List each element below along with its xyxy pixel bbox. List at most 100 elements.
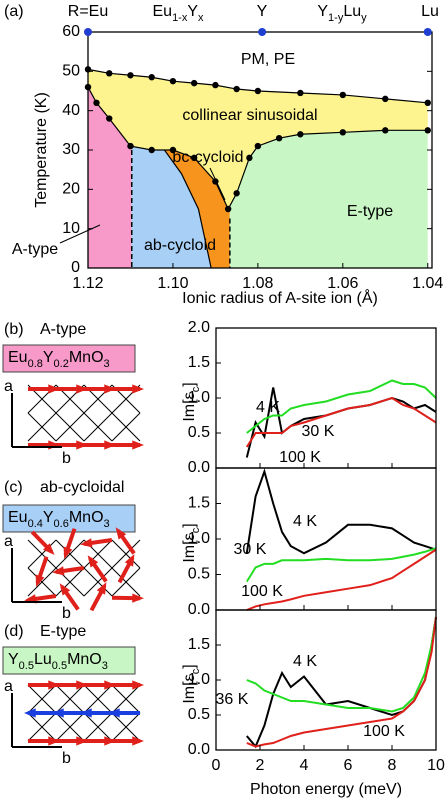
formula-part: 0.5 xyxy=(52,660,67,672)
spin-arrowhead xyxy=(80,538,92,547)
data-point xyxy=(382,127,388,133)
panel-label: (d) xyxy=(4,623,24,640)
formula-part: Eu xyxy=(8,509,28,526)
region-label: bc-cycloid xyxy=(172,149,243,166)
axis-name: b xyxy=(62,750,71,767)
data-point xyxy=(106,115,112,121)
y-tick-label: 50 xyxy=(62,63,80,80)
spin-arrowhead xyxy=(52,708,64,717)
top-label-part: Lu xyxy=(421,3,439,20)
y-tick-label: 0.5 xyxy=(188,706,210,723)
top-label-part: 1-y xyxy=(328,12,344,24)
series-label: 100 K xyxy=(363,723,405,740)
y-axis-label-part: Im[ε xyxy=(181,392,198,421)
axis-name: a xyxy=(4,533,13,550)
spin-arrowhead xyxy=(132,680,144,689)
series-label: 36 K xyxy=(216,691,249,708)
x-tick-label: 1.12 xyxy=(72,275,103,292)
data-point xyxy=(212,82,218,88)
y-tick-label: 1.5 xyxy=(188,354,210,371)
spin-arrowhead xyxy=(132,440,144,449)
panel-label: (b) xyxy=(4,321,24,338)
data-point xyxy=(127,143,133,149)
data-point xyxy=(149,74,155,80)
y-tick-label: 1.5 xyxy=(188,495,210,512)
spin-arrowhead xyxy=(97,582,107,595)
top-label: Eu1-xYx xyxy=(152,3,204,24)
axis-name: b xyxy=(62,450,71,467)
y-axis-label-part: Im[ε xyxy=(181,533,198,562)
spin-arrowhead xyxy=(24,708,36,717)
data-point xyxy=(233,86,239,92)
formula-part: 3 xyxy=(104,518,110,530)
formula-part: Lu xyxy=(34,651,52,668)
data-point xyxy=(255,143,261,149)
data-point xyxy=(276,135,282,141)
formula-part: 0.6 xyxy=(54,518,69,530)
figure: 01020304050601.121.101.081.061.04Ionic r… xyxy=(0,0,448,806)
top-marker xyxy=(258,28,266,36)
formula-part: 3 xyxy=(104,358,110,370)
formula-part: 3 xyxy=(102,660,108,672)
data-point xyxy=(225,206,231,212)
spin-arrowhead xyxy=(108,708,120,717)
formula-part: Y xyxy=(8,651,19,668)
y-tick-label: 1.5 xyxy=(188,636,210,653)
y-axis-label-part: ] xyxy=(181,664,198,668)
region-label: E-type xyxy=(347,203,393,220)
series-label: 4 K xyxy=(293,513,317,530)
spectrum-line xyxy=(247,388,436,458)
data-point xyxy=(233,190,239,196)
data-point xyxy=(93,100,99,106)
series-label: 100 K xyxy=(279,449,321,466)
data-point xyxy=(297,131,303,137)
data-point xyxy=(149,147,155,153)
y-tick-label: 0.0 xyxy=(188,601,210,618)
y-tick-label: 0.0 xyxy=(188,459,210,476)
formula-part: 0.8 xyxy=(28,358,43,370)
top-label-part: y xyxy=(361,12,367,24)
y-tick-label: 60 xyxy=(62,23,80,40)
formula-part: Y xyxy=(43,349,54,366)
y-axis-label-part: Im[ε xyxy=(181,674,198,703)
spin-arrowhead xyxy=(52,566,64,575)
y-tick-label: 0 xyxy=(71,259,80,276)
data-point xyxy=(425,100,431,106)
formula-part: MnO xyxy=(69,349,104,366)
spectrum-line xyxy=(247,550,436,610)
axis-name: a xyxy=(4,678,13,695)
y-tick-label: 0.0 xyxy=(188,741,210,758)
y-axis-label: Temperature (K) xyxy=(33,92,50,208)
data-point xyxy=(255,88,261,94)
region-label: collinear sinusoidal xyxy=(182,107,317,124)
top-label: Lu xyxy=(421,3,439,20)
x-axis-label: Photon energy (meV) xyxy=(250,781,402,798)
axis-name: b xyxy=(62,605,71,622)
x-tick-label: 8 xyxy=(388,757,397,774)
series-label: 4 K xyxy=(256,399,280,416)
top-marker xyxy=(424,28,432,36)
top-label-part: Y xyxy=(257,3,268,20)
y-tick-label: 2.0 xyxy=(188,319,210,336)
data-point xyxy=(340,129,346,135)
x-tick-label: 1.04 xyxy=(412,275,443,292)
x-tick-label: 10 xyxy=(427,757,445,774)
data-point xyxy=(191,80,197,86)
formula-part: 0.2 xyxy=(54,358,69,370)
schematic-title: E-type xyxy=(40,623,86,640)
top-label-part: 1-x xyxy=(172,12,188,24)
y-tick-label: 0.5 xyxy=(188,424,210,441)
data-point xyxy=(246,155,252,161)
top-label-part: x xyxy=(198,12,204,24)
top-marker xyxy=(84,28,92,36)
formula-part: 0.5 xyxy=(19,660,34,672)
x-tick-label: 6 xyxy=(344,757,353,774)
top-label-part: Y xyxy=(187,3,198,20)
data-point xyxy=(297,90,303,96)
schematic-title: ab-cycloidal xyxy=(40,479,124,496)
spin-arrowhead xyxy=(132,384,144,393)
spectrum-line xyxy=(247,472,436,554)
spectrum-line xyxy=(247,548,436,581)
top-label-part: Y xyxy=(317,3,328,20)
data-point xyxy=(340,92,346,98)
